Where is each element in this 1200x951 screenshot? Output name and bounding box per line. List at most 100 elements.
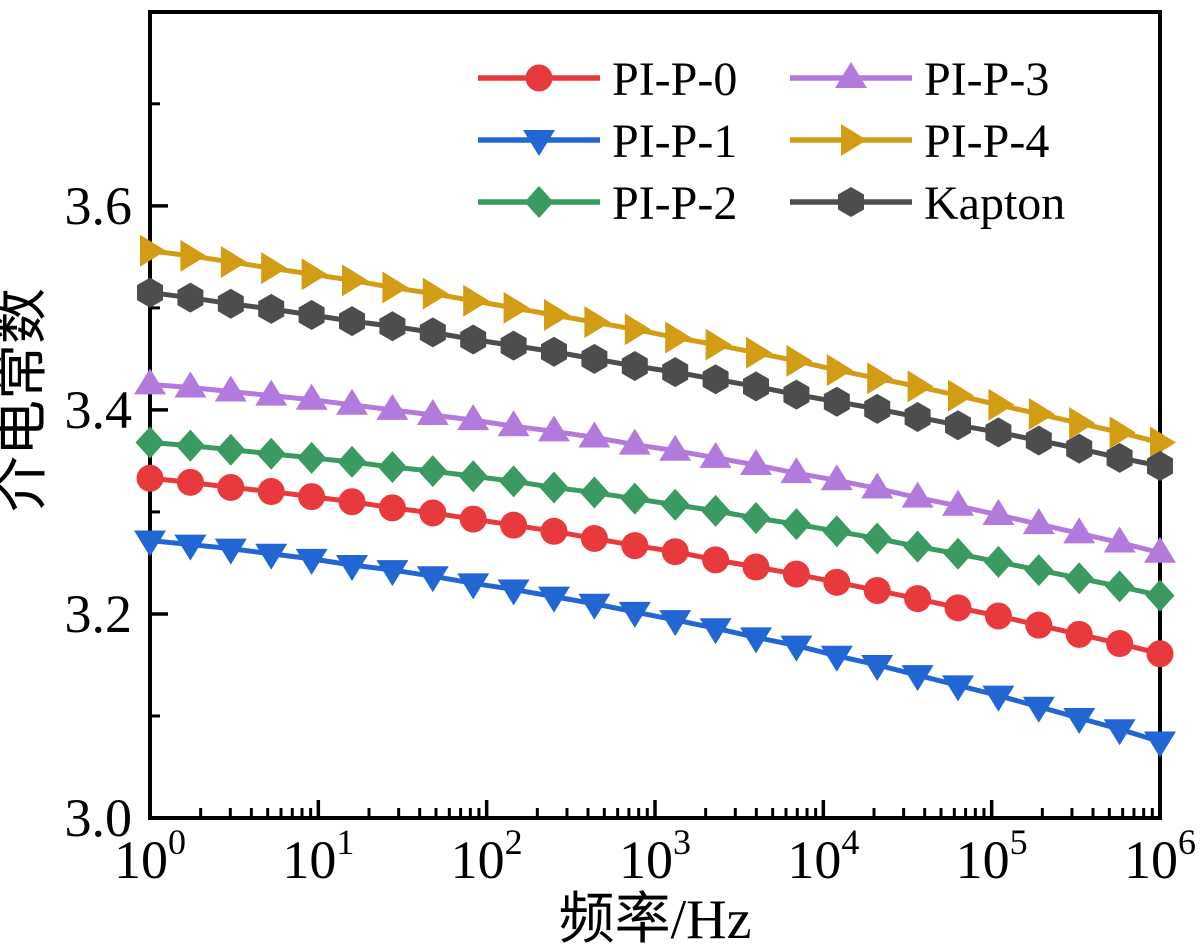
series-marker-PI-P-4 (786, 344, 813, 377)
series-marker-PI-P-2 (458, 460, 488, 493)
series-marker-PI-P-3 (295, 383, 328, 410)
legend-label-PI-P-2: PI-P-2 (612, 177, 737, 230)
series-marker-Kapton (137, 277, 163, 308)
series-marker-Kapton (702, 364, 729, 395)
series-marker-PI-P-4 (463, 284, 490, 317)
series-marker-PI-P-1 (861, 654, 894, 681)
series-marker-Kapton (500, 330, 527, 361)
series-marker-PI-P-3 (942, 489, 974, 516)
series-marker-PI-P-2 (903, 530, 933, 563)
legend-label-PI-P-0: PI-P-0 (612, 53, 737, 106)
series-marker-PI-P-0 (540, 517, 568, 545)
series-marker-PI-P-2 (701, 494, 731, 527)
series-line-PI-P-1 (149, 538, 1161, 744)
series-marker-PI-P-2 (297, 441, 327, 474)
series-marker-PI-P-0 (459, 505, 487, 533)
series-marker-PI-P-2 (822, 515, 852, 548)
series-marker-PI-P-0 (944, 594, 972, 622)
series-marker-PI-P-1 (416, 566, 449, 593)
series-marker-Kapton (298, 300, 325, 331)
series-marker-PI-P-4 (665, 321, 692, 354)
series-marker-PI-P-1 (376, 560, 409, 587)
series-marker-PI-P-2 (337, 445, 367, 478)
series-marker-PI-P-2 (983, 545, 1013, 578)
series-marker-PI-P-0 (217, 473, 245, 501)
y-tick-label: 3.6 (65, 176, 133, 236)
series-marker-PI-P-2 (660, 488, 690, 521)
series-marker-Kapton (945, 410, 971, 441)
series-marker-PI-P-2 (620, 482, 650, 515)
series-marker-PI-P-1 (780, 635, 813, 662)
series-marker-PI-P-1 (336, 554, 368, 581)
series-marker-Kapton (1025, 425, 1052, 456)
series-marker-PI-P-0 (661, 538, 689, 566)
series-line-PI-P-4 (149, 248, 1161, 445)
series-marker-PI-P-4 (584, 306, 611, 339)
series-marker-PI-P-2 (579, 476, 609, 509)
series-marker-PI-P-4 (907, 370, 934, 403)
y-tick-label: 3.0 (65, 788, 133, 848)
series-marker-PI-P-3 (861, 472, 894, 499)
series-marker-PI-P-2 (943, 537, 973, 570)
series-marker-PI-P-3 (578, 421, 611, 448)
series-marker-Kapton (177, 282, 204, 313)
legend-marker-PI-P-3 (835, 62, 867, 88)
series-marker-PI-P-3 (1144, 536, 1176, 563)
series-marker-PI-P-0 (1025, 611, 1053, 639)
series-marker-PI-P-4 (261, 252, 288, 285)
series-marker-PI-P-2 (862, 522, 892, 555)
x-tick-label: 103 (619, 822, 691, 890)
series-marker-PI-P-3 (1103, 526, 1136, 553)
series-marker-PI-P-0 (580, 524, 608, 552)
legend-marker-PI-P-2 (524, 186, 554, 218)
series-marker-Kapton (419, 317, 446, 348)
series-marker-Kapton (904, 402, 931, 433)
series-marker-Kapton (823, 386, 850, 417)
series-marker-PI-P-1 (659, 610, 692, 637)
series-marker-PI-P-4 (1028, 397, 1055, 430)
series-marker-PI-P-3 (1022, 508, 1055, 535)
series-marker-PI-P-4 (948, 379, 974, 412)
series-marker-Kapton (581, 343, 608, 374)
series-marker-PI-P-0 (500, 511, 528, 539)
series-marker-PI-P-2 (781, 508, 811, 541)
x-tick-label: 105 (956, 822, 1028, 890)
legend-marker-Kapton (838, 187, 864, 217)
series-marker-PI-P-0 (621, 532, 649, 560)
series-marker-PI-P-2 (256, 437, 286, 470)
legend-marker-PI-P-1 (523, 130, 555, 156)
x-axis-label: 频率/Hz (559, 889, 752, 951)
series-marker-PI-P-1 (1103, 719, 1136, 746)
series-marker-PI-P-3 (416, 399, 449, 425)
series-marker-PI-P-2 (135, 426, 165, 459)
y-axis-label: 介电常数 (0, 288, 53, 512)
series-marker-PI-P-2 (418, 455, 448, 488)
x-tick-label: 100 (114, 822, 186, 890)
series-marker-PI-P-3 (699, 441, 732, 468)
series-marker-PI-P-4 (988, 388, 1015, 421)
series-marker-Kapton (864, 393, 891, 424)
series-marker-Kapton (1066, 433, 1093, 464)
series-marker-PI-P-1 (982, 685, 1015, 712)
series-marker-PI-P-4 (301, 258, 328, 291)
series-marker-PI-P-3 (740, 448, 772, 475)
series-marker-PI-P-3 (214, 375, 247, 402)
series-marker-PI-P-4 (867, 362, 894, 395)
legend-label-PI-P-3: PI-P-3 (924, 53, 1049, 106)
series-marker-Kapton (743, 371, 769, 402)
series-marker-PI-P-0 (782, 560, 810, 588)
series-marker-PI-P-3 (618, 428, 651, 455)
series-marker-PI-P-1 (578, 593, 611, 620)
series-marker-Kapton (621, 351, 648, 382)
series-marker-PI-P-2 (741, 502, 771, 535)
series-marker-Kapton (662, 357, 689, 388)
series-marker-PI-P-0 (338, 488, 366, 516)
series-marker-PI-P-3 (336, 388, 368, 415)
series-marker-Kapton (217, 288, 244, 319)
legend-label-PI-P-4: PI-P-4 (924, 115, 1049, 168)
series-marker-PI-P-4 (1150, 426, 1176, 459)
series-marker-PI-P-2 (539, 471, 569, 504)
series-marker-PI-P-0 (1106, 630, 1134, 658)
